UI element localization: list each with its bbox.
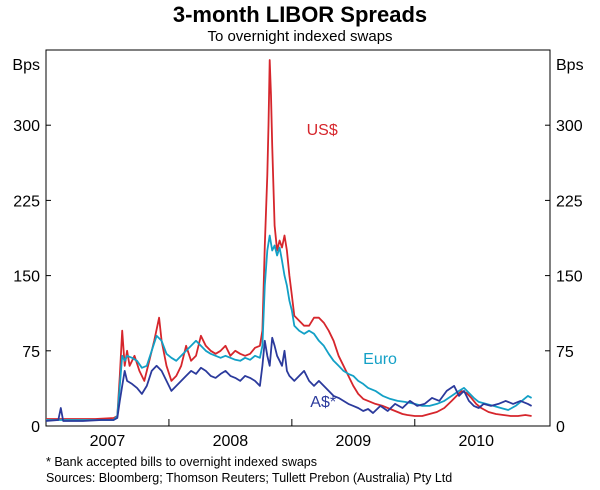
y-axis-label-left: Bps — [12, 57, 40, 74]
y-tick-label-right: 150 — [556, 269, 583, 286]
y-tick-label-left: 75 — [22, 344, 40, 361]
footnote-asterisk: * Bank accepted bills to overnight index… — [46, 455, 317, 469]
x-tick-label: 2010 — [458, 433, 494, 450]
y-axis-label-right: Bps — [556, 57, 584, 74]
chart-title: 3-month LIBOR Spreads — [172, 2, 428, 27]
y-tick-label-left: 300 — [13, 118, 40, 135]
y-tick-label-right: 300 — [556, 118, 583, 135]
series-line — [45, 336, 533, 422]
series-line — [46, 59, 532, 420]
y-tick-label-left: 225 — [13, 193, 40, 210]
chart-canvas: 0 0 75 75 150 150 225 225 300 300 Bps Bps 2007 2008 20… — [12, 49, 584, 450]
series-label: A$* — [310, 394, 336, 411]
x-tick-label: 2007 — [90, 433, 126, 450]
chart-subtitle: To overnight indexed swaps — [207, 28, 393, 45]
y-tick-label-left: 150 — [13, 269, 40, 286]
plot-frame — [45, 49, 551, 427]
y-tick-label-right: 75 — [556, 344, 574, 361]
x-tick-label: 2009 — [336, 433, 372, 450]
series-label: US$ — [307, 122, 338, 139]
y-tick-label-left: 0 — [31, 419, 40, 436]
footnotes: * Bank accepted bills to overnight index… — [46, 454, 452, 486]
x-tick-label: 2008 — [213, 433, 249, 450]
y-tick-label-right: 225 — [556, 193, 583, 210]
series-label: Euro — [363, 351, 397, 368]
y-tick-label-right: 0 — [556, 419, 565, 436]
series-line — [46, 234, 533, 421]
footnote-sources: Sources: Bloomberg; Thomson Reuters; Tul… — [46, 471, 453, 485]
